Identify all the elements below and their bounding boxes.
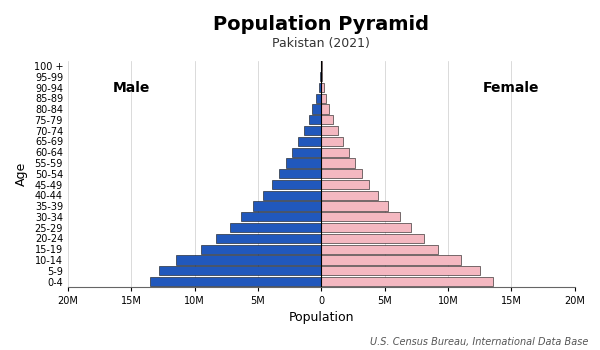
Bar xyxy=(159,266,321,275)
Bar xyxy=(150,277,321,286)
Bar xyxy=(176,256,321,265)
Bar xyxy=(321,266,479,275)
Bar xyxy=(321,277,493,286)
Bar xyxy=(321,61,322,71)
Bar xyxy=(321,212,400,222)
Text: Pakistan (2021): Pakistan (2021) xyxy=(272,37,370,50)
Y-axis label: Age: Age xyxy=(15,162,28,186)
Bar xyxy=(286,159,321,168)
Text: Female: Female xyxy=(483,80,539,94)
Bar xyxy=(321,223,411,232)
Bar xyxy=(241,212,321,222)
X-axis label: Population: Population xyxy=(289,312,354,324)
Bar xyxy=(216,234,321,243)
Bar xyxy=(253,202,321,211)
Bar xyxy=(321,256,461,265)
Bar xyxy=(272,180,321,189)
Bar xyxy=(321,148,349,157)
Bar xyxy=(308,115,321,124)
Bar xyxy=(230,223,321,232)
Title: Population Pyramid: Population Pyramid xyxy=(213,15,429,34)
Bar xyxy=(321,159,355,168)
Bar xyxy=(321,137,343,146)
Bar xyxy=(321,94,326,103)
Bar xyxy=(320,61,321,71)
Bar xyxy=(321,83,324,92)
Bar xyxy=(201,245,321,254)
Bar xyxy=(292,148,321,157)
Bar xyxy=(321,126,338,135)
Bar xyxy=(321,72,322,81)
Bar xyxy=(263,191,321,200)
Bar xyxy=(316,94,321,103)
Text: Male: Male xyxy=(113,80,150,94)
Bar xyxy=(298,137,321,146)
Bar xyxy=(321,245,438,254)
Bar xyxy=(321,180,370,189)
Text: U.S. Census Bureau, International Data Base: U.S. Census Bureau, International Data B… xyxy=(370,336,588,346)
Bar xyxy=(321,115,333,124)
Bar xyxy=(313,105,321,114)
Bar xyxy=(321,202,388,211)
Bar xyxy=(280,169,321,178)
Bar xyxy=(321,169,362,178)
Bar xyxy=(320,72,321,81)
Bar xyxy=(321,234,424,243)
Bar xyxy=(304,126,321,135)
Bar xyxy=(319,83,321,92)
Bar xyxy=(321,191,378,200)
Bar xyxy=(321,105,329,114)
